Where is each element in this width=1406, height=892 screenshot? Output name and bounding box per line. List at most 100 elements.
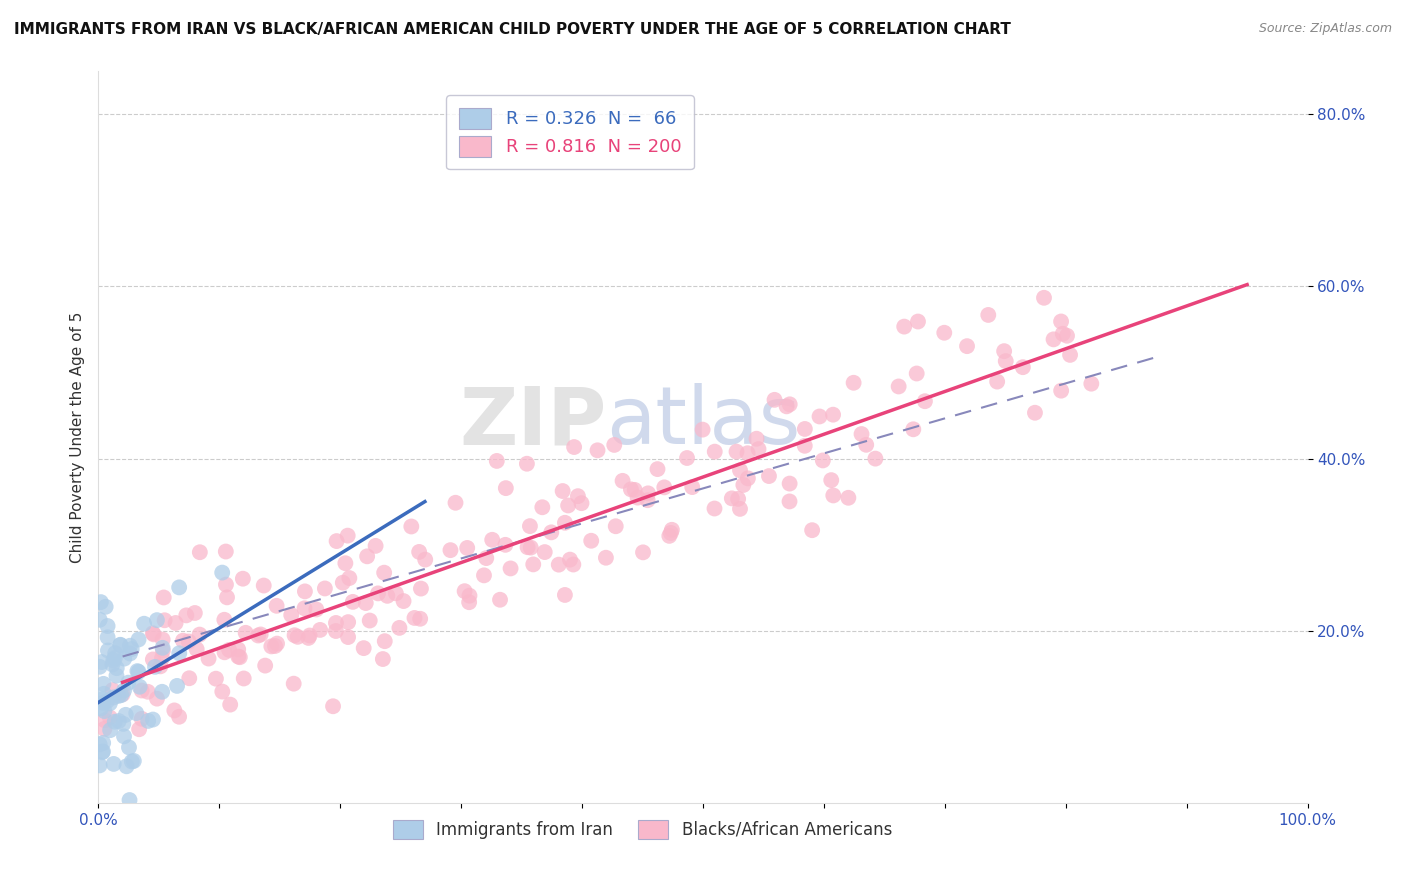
Text: ZIP: ZIP	[458, 384, 606, 461]
Point	[127, 664, 149, 678]
Point	[322, 699, 344, 714]
Point	[519, 541, 541, 555]
Point	[298, 628, 321, 642]
Point	[142, 627, 165, 641]
Point	[136, 685, 159, 699]
Point	[586, 443, 609, 458]
Point	[90, 595, 112, 609]
Point	[494, 538, 516, 552]
Point	[413, 552, 436, 566]
Point	[887, 379, 910, 393]
Point	[98, 710, 121, 724]
Point	[1056, 328, 1078, 343]
Point	[703, 444, 725, 458]
Point	[120, 647, 142, 661]
Point	[374, 634, 396, 648]
Point	[993, 344, 1015, 359]
Point	[150, 685, 173, 699]
Point	[219, 698, 242, 712]
Point	[142, 626, 165, 640]
Point	[136, 714, 159, 728]
Point	[692, 423, 714, 437]
Point	[1050, 314, 1073, 328]
Point	[174, 608, 197, 623]
Point	[167, 581, 190, 595]
Point	[211, 684, 233, 698]
Point	[409, 612, 432, 626]
Point	[893, 319, 915, 334]
Point	[737, 471, 759, 485]
Point	[325, 624, 347, 638]
Point	[266, 599, 288, 613]
Point	[801, 523, 824, 537]
Text: IMMIGRANTS FROM IRAN VS BLACK/AFRICAN AMERICAN CHILD POVERTY UNDER THE AGE OF 5 : IMMIGRANTS FROM IRAN VS BLACK/AFRICAN AM…	[14, 22, 1011, 37]
Point	[554, 588, 576, 602]
Point	[631, 545, 654, 559]
Point	[94, 599, 117, 614]
Point	[128, 665, 150, 679]
Point	[658, 529, 681, 543]
Point	[775, 400, 797, 414]
Point	[737, 446, 759, 460]
Point	[179, 671, 201, 685]
Point	[779, 397, 801, 411]
Legend: Immigrants from Iran, Blacks/African Americans: Immigrants from Iran, Blacks/African Ame…	[387, 814, 898, 846]
Point	[305, 602, 328, 616]
Point	[703, 501, 725, 516]
Point	[533, 545, 555, 559]
Point	[121, 755, 143, 769]
Point	[571, 496, 593, 510]
Point	[197, 651, 219, 665]
Point	[659, 525, 682, 540]
Point	[226, 642, 249, 657]
Point	[94, 714, 117, 728]
Point	[172, 633, 194, 648]
Point	[354, 596, 377, 610]
Point	[865, 451, 887, 466]
Point	[472, 568, 495, 582]
Point	[214, 613, 236, 627]
Point	[332, 575, 354, 590]
Point	[519, 519, 541, 533]
Point	[612, 474, 634, 488]
Point	[745, 432, 768, 446]
Point	[110, 638, 132, 652]
Point	[676, 450, 699, 465]
Point	[105, 661, 128, 675]
Point	[104, 651, 127, 665]
Point	[131, 683, 153, 698]
Point	[128, 723, 150, 737]
Point	[104, 646, 127, 660]
Point	[166, 679, 188, 693]
Point	[325, 615, 347, 630]
Point	[186, 642, 208, 657]
Point	[247, 628, 270, 642]
Point	[337, 571, 360, 585]
Point	[188, 545, 211, 559]
Point	[101, 683, 124, 698]
Point	[98, 723, 121, 738]
Point	[107, 689, 129, 703]
Point	[623, 483, 645, 497]
Point	[91, 696, 114, 710]
Point	[855, 438, 877, 452]
Point	[342, 595, 364, 609]
Point	[215, 577, 238, 591]
Point	[485, 454, 508, 468]
Point	[444, 496, 467, 510]
Point	[595, 550, 617, 565]
Point	[456, 541, 478, 555]
Point	[107, 714, 129, 728]
Point	[132, 616, 155, 631]
Point	[637, 493, 659, 508]
Point	[309, 623, 332, 637]
Point	[325, 534, 347, 549]
Point	[89, 613, 111, 627]
Point	[163, 703, 186, 717]
Point	[232, 672, 254, 686]
Point	[91, 692, 114, 706]
Point	[229, 650, 252, 665]
Point	[458, 589, 481, 603]
Point	[167, 646, 190, 660]
Point	[364, 539, 387, 553]
